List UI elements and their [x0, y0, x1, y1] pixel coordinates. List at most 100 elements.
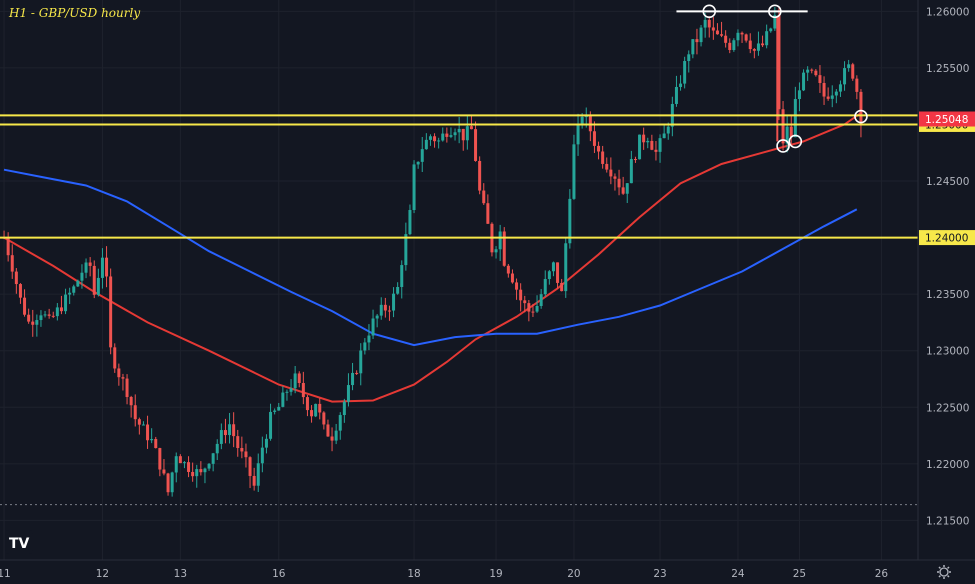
candle-up[interactable]: [334, 430, 338, 441]
candle-down[interactable]: [383, 304, 387, 311]
candle-up[interactable]: [797, 90, 801, 100]
candle-down[interactable]: [223, 430, 227, 436]
candle-up[interactable]: [838, 84, 842, 92]
candle-down[interactable]: [244, 451, 248, 458]
candle-up[interactable]: [732, 40, 736, 51]
candle-down[interactable]: [826, 96, 830, 99]
candle-up[interactable]: [371, 318, 375, 336]
candle-up[interactable]: [691, 39, 695, 55]
candle-down[interactable]: [236, 436, 240, 449]
candle-down[interactable]: [502, 231, 506, 266]
candle-down[interactable]: [305, 397, 309, 411]
candle-down[interactable]: [609, 169, 613, 177]
candle-up[interactable]: [260, 447, 264, 464]
candle-up[interactable]: [84, 262, 88, 273]
candle-down[interactable]: [601, 151, 605, 164]
candle-up[interactable]: [568, 198, 572, 244]
horizontal-levels[interactable]: [0, 10, 918, 506]
candle-down[interactable]: [10, 255, 14, 272]
candle-up[interactable]: [285, 391, 289, 393]
candle-down[interactable]: [556, 262, 560, 283]
candle-down[interactable]: [146, 424, 150, 441]
candle-up[interactable]: [412, 164, 416, 211]
candle-up[interactable]: [338, 415, 342, 431]
candle-up[interactable]: [64, 294, 68, 312]
candle-down[interactable]: [133, 405, 137, 420]
candle-up[interactable]: [400, 265, 404, 287]
candle-up[interactable]: [564, 243, 568, 292]
candle-down[interactable]: [752, 49, 756, 51]
candle-down[interactable]: [88, 262, 92, 266]
candle-down[interactable]: [117, 368, 121, 378]
candle-down[interactable]: [47, 314, 51, 316]
candle-down[interactable]: [105, 257, 109, 277]
candle-up[interactable]: [806, 69, 810, 73]
candle-down[interactable]: [318, 403, 322, 413]
candle-down[interactable]: [711, 27, 715, 31]
candle-down[interactable]: [744, 34, 748, 41]
candle-down[interactable]: [232, 424, 236, 437]
candle-up[interactable]: [228, 424, 232, 436]
candle-up[interactable]: [170, 472, 174, 493]
candle-down[interactable]: [478, 160, 482, 191]
candle-up[interactable]: [736, 32, 740, 41]
candle-down[interactable]: [621, 187, 625, 194]
candle-down[interactable]: [59, 307, 63, 312]
candle-up[interactable]: [683, 61, 687, 84]
candle-up[interactable]: [658, 138, 662, 152]
candle-up[interactable]: [174, 456, 178, 473]
candle-up[interactable]: [773, 15, 777, 29]
candle-down[interactable]: [633, 159, 637, 161]
candle-up[interactable]: [195, 469, 199, 477]
candle-up[interactable]: [215, 443, 219, 454]
candle-up[interactable]: [802, 72, 806, 91]
candle-up[interactable]: [765, 31, 769, 46]
candle-up[interactable]: [679, 83, 683, 87]
candle-down[interactable]: [355, 372, 359, 374]
candle-up[interactable]: [674, 86, 678, 104]
candle-up[interactable]: [834, 91, 838, 96]
candle-down[interactable]: [605, 163, 609, 170]
candle-down[interactable]: [23, 297, 27, 315]
candle-down[interactable]: [707, 19, 711, 28]
candle-down[interactable]: [482, 190, 486, 204]
candle-down[interactable]: [519, 289, 523, 301]
candle-down[interactable]: [814, 70, 818, 76]
candle-up[interactable]: [498, 231, 502, 250]
candle-up[interactable]: [211, 453, 215, 464]
candle-up[interactable]: [404, 234, 408, 266]
candle-up[interactable]: [572, 144, 576, 199]
candle-down[interactable]: [789, 126, 793, 138]
candle-up[interactable]: [264, 438, 268, 448]
candle-up[interactable]: [441, 133, 445, 141]
candle-down[interactable]: [14, 271, 18, 285]
candle-up[interactable]: [277, 406, 281, 411]
candle-down[interactable]: [113, 347, 117, 369]
candle-up[interactable]: [465, 126, 469, 141]
settings-gear-icon[interactable]: [937, 565, 951, 579]
candle-up[interactable]: [793, 99, 797, 138]
candle-down[interactable]: [855, 78, 859, 92]
candle-up[interactable]: [182, 462, 186, 464]
candle-up[interactable]: [437, 140, 441, 142]
candle-up[interactable]: [269, 411, 273, 439]
candle-down[interactable]: [818, 75, 822, 83]
candle-down[interactable]: [515, 282, 519, 290]
candle-up[interactable]: [662, 133, 666, 139]
candle-down[interactable]: [597, 145, 601, 152]
candle-down[interactable]: [613, 176, 617, 179]
candle-up[interactable]: [420, 149, 424, 162]
candle-up[interactable]: [363, 342, 367, 351]
candle-down[interactable]: [592, 131, 596, 146]
candle-down[interactable]: [474, 129, 478, 161]
candle-down[interactable]: [18, 284, 22, 298]
candle-up[interactable]: [76, 280, 80, 287]
candle-up[interactable]: [576, 123, 580, 145]
candle-up[interactable]: [256, 463, 260, 486]
candle-down[interactable]: [781, 109, 785, 144]
candle-up[interactable]: [584, 116, 588, 118]
candle-up[interactable]: [207, 463, 211, 469]
candle-up[interactable]: [289, 388, 293, 392]
candle-up[interactable]: [547, 271, 551, 280]
